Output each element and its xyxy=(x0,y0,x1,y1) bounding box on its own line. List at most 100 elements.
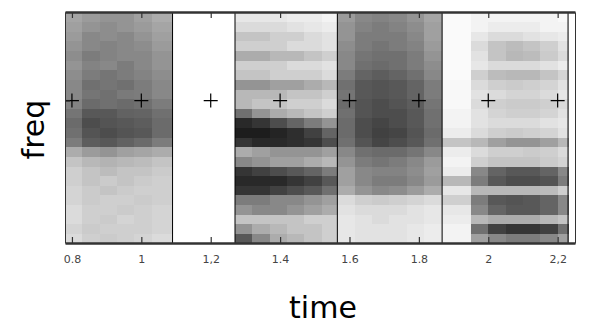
cell xyxy=(407,79,425,89)
cell xyxy=(82,233,100,243)
cell xyxy=(523,60,541,70)
tick-label: 1.8 xyxy=(411,253,429,266)
cell xyxy=(558,166,569,176)
cell xyxy=(304,195,322,205)
cell xyxy=(407,176,425,186)
cell xyxy=(100,89,118,99)
cell xyxy=(407,108,425,118)
cell xyxy=(471,205,489,215)
cell xyxy=(82,214,100,224)
cell xyxy=(372,166,390,176)
cell xyxy=(424,60,443,70)
cell xyxy=(372,233,390,243)
cell xyxy=(424,51,443,61)
cell xyxy=(322,205,338,215)
cell xyxy=(235,60,253,70)
cell xyxy=(389,214,407,224)
cell xyxy=(270,128,288,138)
cell xyxy=(322,51,338,61)
cell xyxy=(304,205,322,215)
cell xyxy=(100,22,118,32)
cell xyxy=(558,176,569,186)
cell xyxy=(372,128,390,138)
cell xyxy=(442,166,471,176)
cell xyxy=(252,118,270,128)
cell xyxy=(65,224,83,234)
cell xyxy=(337,195,355,205)
cell xyxy=(65,185,83,195)
cell xyxy=(322,118,338,128)
boundary-line xyxy=(172,12,173,243)
cell xyxy=(506,99,524,109)
cell xyxy=(540,185,558,195)
cell xyxy=(471,137,489,147)
cell xyxy=(372,118,390,128)
cell xyxy=(117,70,135,80)
cell xyxy=(100,156,118,166)
cell xyxy=(82,51,100,61)
cell xyxy=(424,214,443,224)
cell xyxy=(506,214,524,224)
cell xyxy=(270,41,288,51)
chart: 0.811,21.41.61.822,2timefreq xyxy=(0,0,592,333)
cell xyxy=(407,51,425,61)
cell xyxy=(407,31,425,41)
cell xyxy=(389,137,407,147)
cell xyxy=(100,108,118,118)
cell xyxy=(424,108,443,118)
cell xyxy=(304,22,322,32)
cell xyxy=(173,195,236,205)
cell xyxy=(100,118,118,128)
grid-cross xyxy=(342,94,356,108)
cell xyxy=(235,89,253,99)
cell xyxy=(506,195,524,205)
cell xyxy=(442,89,471,99)
cell xyxy=(100,137,118,147)
cell xyxy=(355,128,373,138)
cell xyxy=(355,31,373,41)
cell xyxy=(287,205,305,215)
cell xyxy=(389,70,407,80)
cell xyxy=(424,118,443,128)
cell xyxy=(304,79,322,89)
cell xyxy=(322,128,338,138)
cell xyxy=(304,31,322,41)
cell xyxy=(270,214,288,224)
cell xyxy=(134,205,152,215)
cell xyxy=(82,79,100,89)
cell xyxy=(424,128,443,138)
cell xyxy=(117,185,135,195)
cell xyxy=(173,118,236,128)
cell xyxy=(355,147,373,157)
cell xyxy=(337,22,355,32)
cell xyxy=(471,233,489,243)
cell xyxy=(65,128,83,138)
cell xyxy=(442,41,471,51)
tick xyxy=(280,12,281,18)
tick-mark xyxy=(488,12,489,18)
cell xyxy=(65,176,83,186)
cell xyxy=(287,176,305,186)
cell xyxy=(173,166,236,176)
cell xyxy=(235,224,253,234)
tick: 2,2 xyxy=(549,237,567,266)
cell xyxy=(252,31,270,41)
cell xyxy=(173,51,236,61)
cell xyxy=(235,137,253,147)
cell xyxy=(488,128,506,138)
grid-cross xyxy=(65,94,79,108)
cell xyxy=(152,185,173,195)
cell xyxy=(355,233,373,243)
cell xyxy=(287,60,305,70)
cell xyxy=(540,60,558,70)
cell xyxy=(471,176,489,186)
cell xyxy=(407,41,425,51)
cell xyxy=(117,118,135,128)
cell xyxy=(322,70,338,80)
cell xyxy=(540,214,558,224)
cell xyxy=(471,41,489,51)
y-axis xyxy=(65,13,70,244)
cell xyxy=(65,137,83,147)
cell xyxy=(523,89,541,99)
cell xyxy=(523,224,541,234)
